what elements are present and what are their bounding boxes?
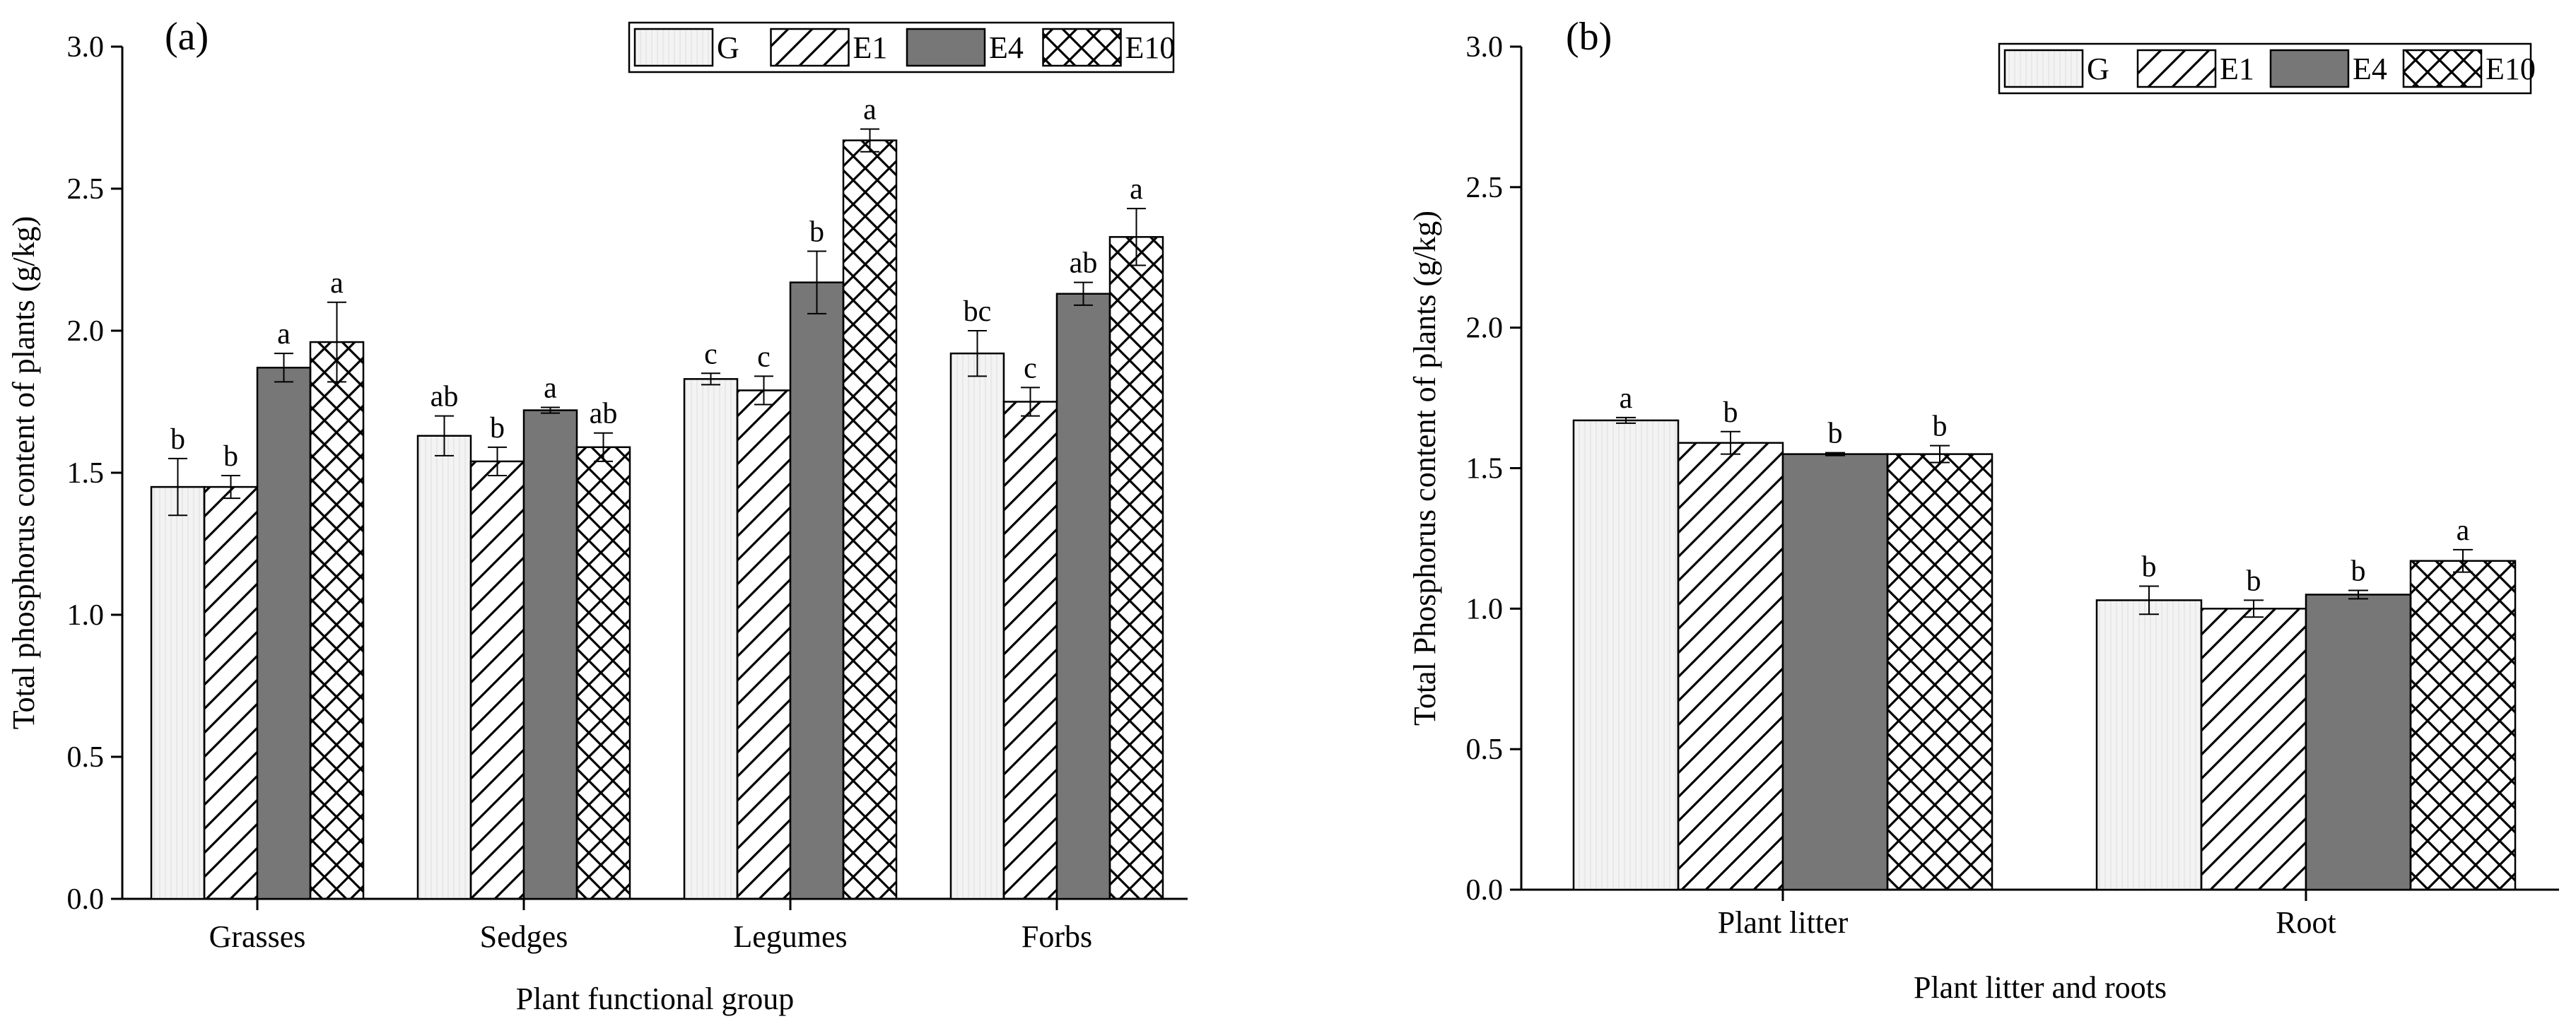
significance-label: a: [1130, 173, 1143, 206]
legend-swatch: [906, 28, 986, 67]
significance-label: b: [2142, 551, 2157, 584]
significance-label: a: [277, 318, 291, 350]
bar: [2305, 594, 2412, 891]
bar: [949, 352, 1005, 900]
y-axis-title: Total phosphorus content of plants (g/kg…: [6, 216, 41, 729]
significance-label: ab: [590, 398, 618, 430]
y-tick-label: 0.0: [1466, 874, 1504, 907]
bar: [416, 435, 472, 900]
significance-label: c: [757, 341, 771, 373]
y-tick-label: 2.0: [67, 315, 105, 348]
x-axis-title: Plant functional group: [516, 982, 795, 1016]
bar: [1108, 236, 1164, 900]
legend-label: G: [2087, 52, 2109, 86]
bar: [2409, 560, 2517, 891]
legend-swatch: [770, 28, 850, 67]
significance-label: b: [2247, 565, 2261, 597]
x-tick-label: Forbs: [1021, 919, 1092, 954]
significance-label: b: [1933, 411, 1948, 443]
x-tick-label: Sedges: [480, 919, 568, 954]
significance-label: b: [1828, 418, 1843, 450]
significance-label: b: [2351, 555, 2366, 587]
panel-a: 0.0 0.5 1.0 1.5 2.0 2.5 3.0 Grasses Sedges Legume…: [6, 15, 1188, 1016]
y-tick-label: 0.5: [1466, 734, 1504, 766]
legend-swatch: [2269, 49, 2350, 88]
bar: [203, 485, 259, 900]
significance-label: b: [809, 216, 824, 248]
x-tick-label: Grasses: [209, 919, 306, 954]
legend-label: E10: [1125, 30, 1176, 65]
legend-swatch: [2402, 49, 2483, 88]
bar: [469, 460, 525, 900]
significance-label: c: [704, 338, 718, 370]
significance-label: bc: [964, 295, 992, 328]
bar: [150, 485, 206, 900]
significance-label: a: [330, 267, 344, 300]
legend-swatch: [1042, 28, 1122, 67]
bar: [256, 367, 312, 900]
bar: [1886, 453, 1994, 891]
legend-swatch: [633, 28, 714, 67]
bar: [683, 378, 739, 900]
significance-label: b: [1723, 396, 1738, 429]
significance-label: a: [2457, 514, 2470, 547]
y-tick-label: 1.0: [1466, 593, 1504, 625]
y-tick-label: 1.0: [67, 599, 105, 632]
significance-label: ab: [1070, 247, 1098, 280]
panel-label: (b): [1566, 15, 1612, 59]
bar: [736, 389, 792, 900]
significance-label: a: [544, 372, 557, 405]
y-tick-label: 2.0: [1466, 312, 1504, 345]
legend-swatch: [2003, 49, 2084, 88]
legend-label: E4: [2353, 52, 2387, 86]
legend-label: E10: [2486, 52, 2536, 86]
significance-label: a: [863, 94, 877, 126]
x-axis-title: Plant litter and roots: [1914, 970, 2167, 1005]
bar: [2200, 608, 2307, 891]
y-tick-label: 0.0: [67, 883, 105, 916]
bar: [1677, 442, 1784, 891]
bar: [1002, 401, 1058, 900]
panel-b: 0.0 0.5 1.0 1.5 2.0 2.5 3.0 Plant litter Root a b b…: [1407, 15, 2559, 1005]
y-tick-label: 1.5: [67, 457, 105, 490]
x-tick-label: Plant litter: [1718, 905, 1849, 940]
significance-label: b: [170, 423, 185, 456]
bar: [789, 281, 845, 900]
y-tick-label: 0.5: [67, 741, 105, 774]
x-tick-label: Root: [2276, 905, 2336, 940]
significance-label: b: [223, 440, 238, 473]
bar: [575, 446, 631, 900]
bar: [2095, 599, 2203, 891]
bar: [522, 409, 578, 900]
bar: [842, 139, 898, 900]
legend-swatch: [2136, 49, 2217, 88]
significance-label: ab: [431, 381, 459, 413]
legend-label: E1: [853, 30, 888, 65]
significance-label: c: [1024, 352, 1037, 384]
bar: [1572, 419, 1680, 891]
y-tick-label: 3.0: [1466, 31, 1504, 64]
significance-label: a: [1620, 382, 1633, 415]
x-tick-label: Legumes: [733, 919, 847, 954]
bar: [309, 341, 365, 900]
bar: [1055, 293, 1111, 900]
significance-label: b: [490, 412, 505, 444]
panel-label: (a): [165, 15, 209, 59]
y-tick-label: 2.5: [1466, 172, 1504, 204]
legend-label: G: [717, 30, 739, 65]
legend-label: E4: [989, 30, 1024, 65]
legend-label: E1: [2220, 52, 2254, 86]
y-tick-label: 1.5: [1466, 453, 1504, 485]
bar: [1781, 453, 1889, 891]
y-tick-label: 3.0: [67, 31, 105, 64]
y-axis-title: Total Phosphorus content of plants (g/kg…: [1407, 211, 1442, 726]
y-tick-label: 2.5: [67, 173, 105, 206]
